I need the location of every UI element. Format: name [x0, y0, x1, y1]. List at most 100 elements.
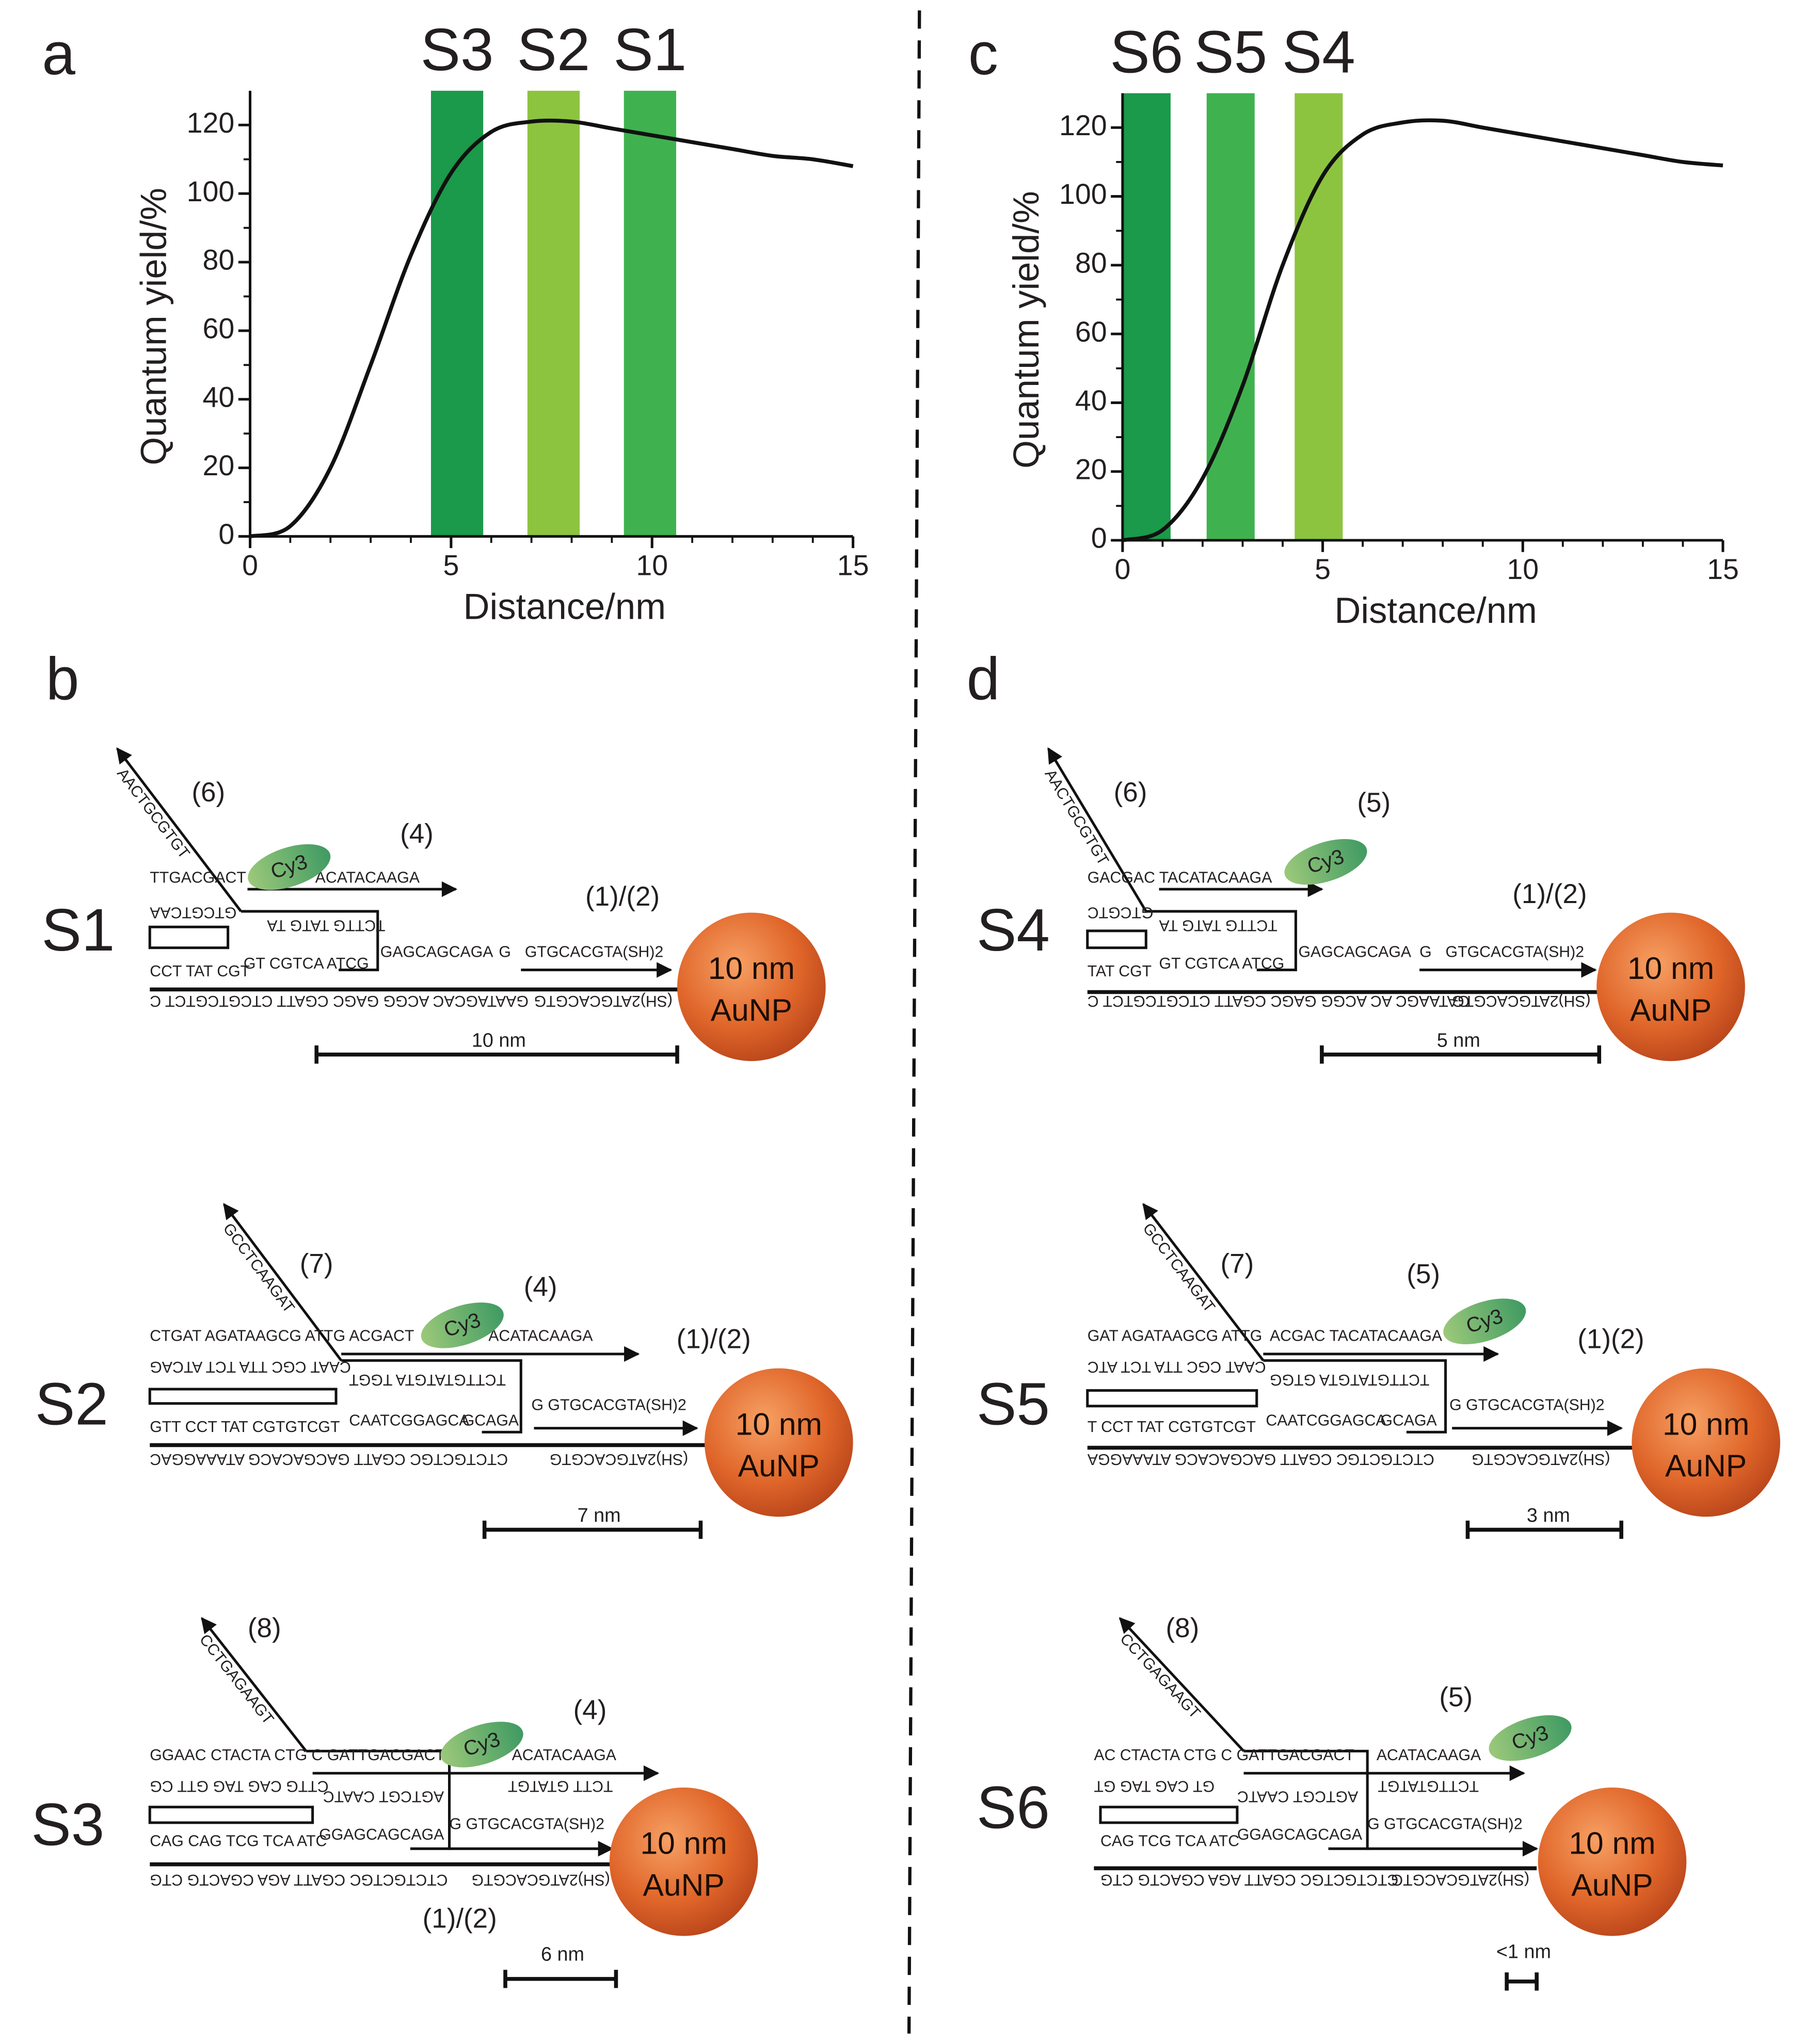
sequence: GTCGTC: [1088, 904, 1154, 921]
sequence: GCAGA: [462, 1412, 519, 1429]
cy3-dye: [1284, 839, 1367, 885]
sequence: (SH)2ATGCACGTG: [1391, 1871, 1529, 1888]
sequence: GTT CCT TAT CGTGTCGT: [150, 1419, 340, 1436]
sequence: CAAT CGC TTA TCT ATCAG: [150, 1358, 351, 1375]
highlight-band: [430, 90, 484, 537]
band-label: S2: [517, 16, 590, 83]
strand-block: [1086, 1389, 1258, 1408]
arm-strand: [1142, 1203, 1265, 1361]
y-tick-label: 40: [1075, 384, 1107, 416]
panel-label: d: [967, 645, 1000, 712]
band-label: S3: [421, 16, 494, 83]
sequence: GT CAG TAG GT: [1094, 1777, 1215, 1794]
band-label: S5: [1194, 19, 1267, 86]
sequence: TTGACGACT: [150, 870, 246, 887]
sequence: CTCTGCTGC CGATT AGA CGACTG CTG: [1100, 1871, 1398, 1888]
sequence: ACATACAAGA: [512, 1747, 617, 1764]
cy3-dye: [248, 844, 331, 890]
sequence: AGTCGT CAATC: [1237, 1788, 1358, 1805]
nanoparticle-label: AuNP: [1571, 1867, 1653, 1902]
strand-number: (5): [1439, 1682, 1473, 1712]
sample-label: S3: [31, 1791, 104, 1858]
nanoparticle-label: 10 nm: [708, 951, 795, 986]
sequence: CTCTGCTGC CGATT AGA CGACTG CTG: [150, 1871, 448, 1888]
sequence: (SH)2ATGCACGTG: [534, 992, 673, 1009]
x-tick-label: 15: [1707, 553, 1739, 585]
sequence: GCCTCAAGAT: [219, 1220, 297, 1316]
y-tick-label: 100: [187, 175, 235, 207]
arm-strand: [1047, 747, 1147, 912]
gold-nanoparticle: [1596, 912, 1745, 1061]
sequence: G GTGCACGTA(SH)2: [450, 1816, 604, 1833]
sequence: TCTTG TATG TA: [1159, 917, 1277, 934]
sequence: CTCTGCTGC CGATT GACGACACG ATAAAGGA: [1087, 1451, 1434, 1468]
sequence: GCCTCAAGAT: [1139, 1220, 1218, 1315]
sequence: TCTTGTATGTA GTGG: [1270, 1371, 1429, 1388]
strand-block: [1086, 929, 1147, 949]
strand-number: (4): [573, 1695, 607, 1726]
sequence: CCTGAGAAGT: [1116, 1630, 1204, 1722]
sequence: GAT AGATAAGCG ATTG: [1088, 1328, 1263, 1345]
sequence: GT CGTCA ATCG: [1159, 955, 1285, 972]
cy3-dye: [421, 1302, 504, 1348]
sequence: GATAAGC AC ACGG GAGC CGATT CTCGTCGTCT C: [1088, 992, 1469, 1009]
sequence: ACATACAAGA: [315, 870, 420, 887]
sequence: GAATAGCAC ACGG GAGC CGATT CTCGTCGTCT C: [150, 992, 529, 1009]
sequence: GGAGCAGCAGA: [1237, 1826, 1363, 1843]
nanoparticle-label: AuNP: [711, 992, 792, 1027]
x-tick-label: 5: [443, 550, 459, 582]
arm-strand: [223, 1203, 343, 1361]
sequence: GAGCAGCAGA: [380, 943, 493, 960]
sequence: AACTGCGTGT: [114, 765, 193, 862]
y-tick-label: 40: [203, 381, 235, 413]
strand-number: (6): [1114, 777, 1147, 808]
cy3-dye: [1443, 1298, 1526, 1345]
sequence: AC CTACTA CTG C GATTGACGACT: [1094, 1747, 1354, 1764]
strand-number: (1)/(2): [423, 1903, 497, 1934]
sequence: GACGAC TACATACAAGA: [1088, 870, 1272, 887]
x-tick-label: 5: [1315, 553, 1331, 585]
strand-box: [341, 1359, 522, 1434]
sequence: G GTGCACGTA(SH)2: [531, 1396, 686, 1413]
band-label: S4: [1282, 19, 1355, 86]
y-tick-label: 60: [1075, 316, 1107, 348]
strand-number: (1)/(2): [585, 881, 660, 912]
scale-label: 3 nm: [1527, 1505, 1570, 1526]
strand-block: [1099, 1806, 1239, 1824]
highlight-band: [624, 90, 676, 537]
sequence: G: [1419, 943, 1432, 960]
y-tick-label: 60: [203, 313, 235, 345]
sequence: CAATCGGAGCA: [349, 1412, 470, 1429]
scale-label: 7 nm: [578, 1505, 621, 1526]
sequence: AACTGCGTGT: [1041, 766, 1111, 868]
sequence: TCTTGTATGTA TGGT: [349, 1371, 506, 1388]
x-tick-label: 0: [1114, 553, 1130, 585]
gold-nanoparticle: [1538, 1787, 1687, 1936]
x-tick-label: 10: [1507, 553, 1539, 585]
sequence: (SH)2ATGCACGTG: [550, 1451, 688, 1468]
sequence: G: [499, 943, 511, 960]
sequence: CAAT CGC TTA TCT ATC: [1088, 1358, 1266, 1375]
sample-label: S5: [977, 1370, 1050, 1437]
sequence: GAGCAGCAGA: [1298, 943, 1411, 960]
nanoparticle-label: 10 nm: [1663, 1406, 1749, 1441]
scale-label: 5 nm: [1437, 1029, 1480, 1051]
gold-nanoparticle: [705, 1368, 853, 1517]
panel-label: c: [968, 20, 998, 87]
y-tick-label: 120: [1059, 109, 1107, 141]
strand-number: (4): [524, 1272, 557, 1302]
nanoparticle-label: AuNP: [643, 1867, 725, 1902]
x-tick-label: 0: [242, 550, 258, 582]
band-label: S6: [1110, 19, 1183, 86]
sequence: GTGCACGTA(SH)2: [525, 943, 663, 960]
band-label: S1: [613, 16, 686, 83]
strand-number: (4): [400, 819, 434, 849]
gold-nanoparticle: [1632, 1368, 1780, 1517]
sequence: CCT TAT CGT: [150, 963, 250, 980]
sequence: GTGCACGTA(SH)2: [1446, 943, 1584, 960]
sequence: TAT CGT: [1088, 963, 1152, 980]
strand-box: [1263, 1359, 1447, 1434]
panel-label: a: [42, 20, 75, 87]
sequence: CCTGAGAAGT: [196, 1631, 277, 1728]
